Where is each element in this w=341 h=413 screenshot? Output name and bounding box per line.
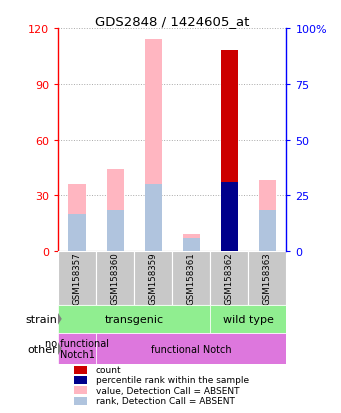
Bar bbox=[69, 214, 86, 252]
Bar bbox=[69, 185, 86, 252]
Text: other: other bbox=[28, 344, 57, 354]
Text: GSM158361: GSM158361 bbox=[187, 252, 196, 304]
Bar bbox=[96, 333, 286, 364]
Text: GSM158362: GSM158362 bbox=[225, 252, 234, 304]
Bar bbox=[58, 252, 96, 305]
Text: count: count bbox=[96, 365, 121, 374]
Text: GSM158359: GSM158359 bbox=[149, 252, 158, 304]
Text: GSM158357: GSM158357 bbox=[73, 252, 81, 304]
Bar bbox=[183, 235, 200, 252]
Bar bbox=[106, 211, 124, 252]
Bar bbox=[145, 185, 162, 252]
Text: rank, Detection Call = ABSENT: rank, Detection Call = ABSENT bbox=[96, 396, 235, 405]
Bar bbox=[221, 51, 238, 252]
Bar bbox=[58, 305, 210, 333]
Text: functional Notch: functional Notch bbox=[151, 344, 232, 354]
Bar bbox=[183, 239, 200, 252]
Bar bbox=[74, 386, 87, 394]
Bar bbox=[172, 252, 210, 305]
Title: GDS2848 / 1424605_at: GDS2848 / 1424605_at bbox=[95, 15, 249, 28]
Text: GSM158363: GSM158363 bbox=[263, 252, 272, 304]
Bar bbox=[248, 252, 286, 305]
Text: strain: strain bbox=[25, 314, 57, 324]
Bar bbox=[259, 211, 276, 252]
Polygon shape bbox=[57, 312, 62, 326]
Bar bbox=[74, 397, 87, 405]
Bar bbox=[221, 181, 238, 252]
Bar bbox=[74, 376, 87, 384]
Bar bbox=[210, 305, 286, 333]
Bar bbox=[134, 252, 172, 305]
Bar bbox=[145, 40, 162, 252]
Bar bbox=[106, 170, 124, 252]
Text: value, Detection Call = ABSENT: value, Detection Call = ABSENT bbox=[96, 386, 239, 395]
Text: no functional
Notch1: no functional Notch1 bbox=[45, 338, 109, 360]
Text: GSM158360: GSM158360 bbox=[110, 252, 120, 304]
Bar bbox=[221, 183, 238, 252]
Text: wild type: wild type bbox=[223, 314, 274, 324]
Text: percentile rank within the sample: percentile rank within the sample bbox=[96, 375, 249, 385]
Bar bbox=[259, 181, 276, 252]
Bar bbox=[96, 252, 134, 305]
Bar bbox=[74, 366, 87, 374]
Bar bbox=[58, 333, 96, 364]
Bar bbox=[210, 252, 248, 305]
Text: transgenic: transgenic bbox=[105, 314, 164, 324]
Polygon shape bbox=[57, 341, 62, 356]
Bar bbox=[221, 183, 238, 252]
